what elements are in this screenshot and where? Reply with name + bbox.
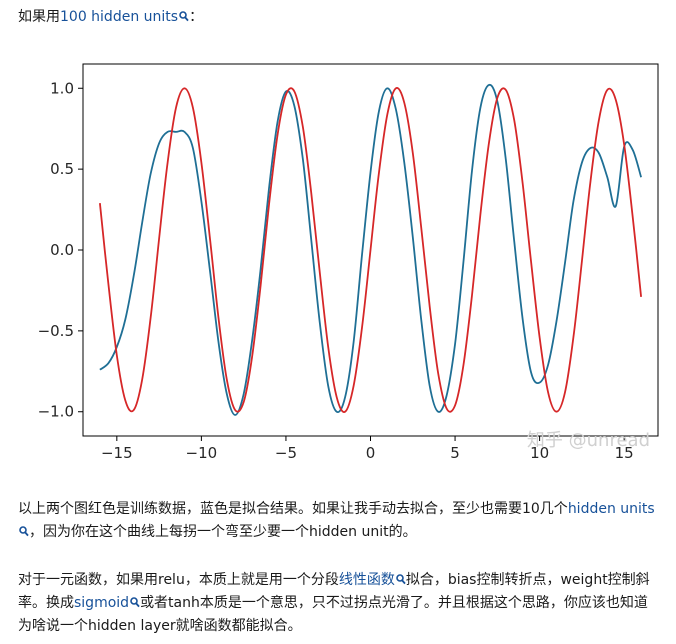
linear-function-link[interactable]: 线性函数 [339,572,406,588]
y-tick-label: 0.0 [50,241,74,259]
hidden-units-link-2[interactable]: hidden units [18,501,655,540]
y-tick-label: 0.5 [50,160,74,178]
x-tick-label: −10 [186,444,218,462]
hidden-units-link[interactable]: 100 hidden units [60,9,189,25]
explanation-text-1: 以上两个图红色是训练数据，蓝色是拟合结果。如果让我手动去拟合，至少也需要10几个 [18,501,568,517]
fit-result-line [99,83,642,416]
x-tick-label: 0 [366,444,376,462]
hidden-units-link-2-text: hidden units [567,501,655,517]
y-tick-label: −0.5 [38,322,74,340]
linear-function-link-text: 线性函数 [338,572,395,588]
intro-prefix: 如果用 [18,9,60,25]
explanation-paragraph: 以上两个图红色是训练数据，蓝色是拟合结果。如果让我手动去拟合，至少也需要10几个… [18,498,658,544]
training-data-line [99,87,642,413]
sigmoid-link-text: sigmoid [74,595,130,611]
x-tick-label: −5 [275,444,297,462]
chart-watermark: 知乎 @unread [527,430,650,451]
intro-suffix: ： [189,9,204,25]
search-icon [396,574,406,585]
explanation-text-2: ，因为你在这个曲线上每拐一个弯至少要一个hidden unit的。 [29,524,417,540]
relu-paragraph: 对于一元函数，如果用relu，本质上就是用一个分段线性函数 拟合，bias控制转折… [18,569,658,638]
y-tick-label: 1.0 [50,79,74,97]
intro-paragraph: 如果用100 hidden units ： [18,6,658,29]
x-tick-label: 15 [615,444,634,462]
relu-text-3: 或者tanh本质是一个意思，只不过拐点光滑了。并且根据这个思路，你应该也知道为啥… [18,595,648,634]
chart-figure: −15 −10 −5 0 5 10 15 −1.0 −0.5 0.0 0.5 1.0 知乎 @unre… [38,63,659,462]
y-tick-label: −1.0 [38,403,74,421]
hidden-units-link-text: 100 hidden units [60,9,179,25]
x-tick-label: 5 [450,444,460,462]
relu-text-2: 拟合，bias控制转折点，weight控制斜率。换成 [18,572,650,611]
x-tick-label: 10 [530,444,549,462]
search-icon [19,526,29,537]
sigmoid-link[interactable]: sigmoid [74,595,140,611]
x-tick-label: −15 [101,444,133,462]
relu-text-1: 对于一元函数，如果用relu，本质上就是用一个分段 [18,572,339,588]
search-icon [130,597,140,608]
search-icon [179,11,189,22]
